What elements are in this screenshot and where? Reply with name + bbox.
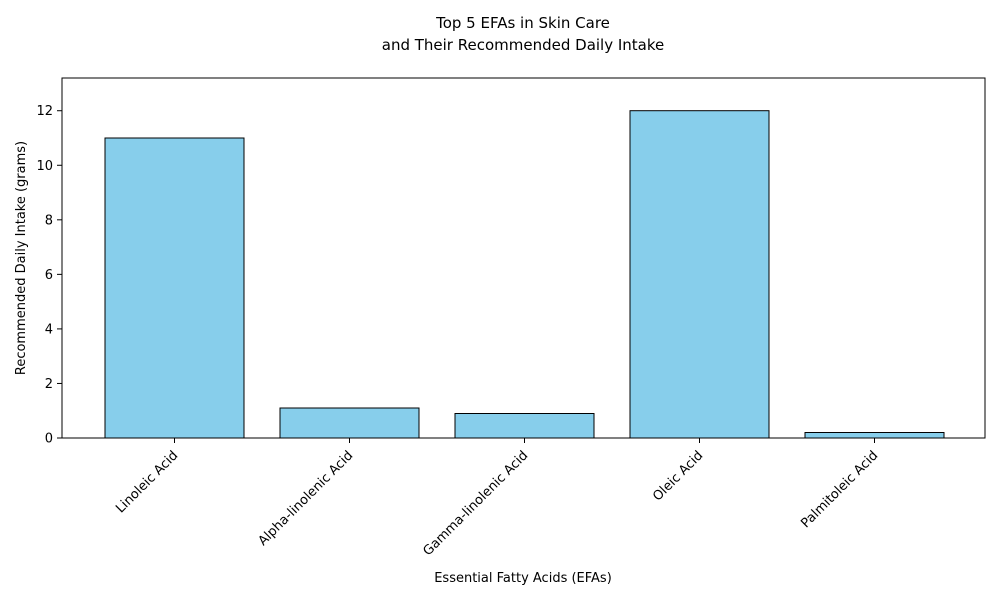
bar-alpha-linolenic-acid	[279, 407, 420, 439]
y-tick-label: 2	[45, 377, 53, 392]
y-tick-label: 4	[45, 322, 53, 337]
x-axis-label: Essential Fatty Acids (EFAs)	[434, 571, 612, 586]
x-tick-label: Oleic Acid	[650, 448, 706, 504]
y-tick-label: 6	[45, 268, 53, 283]
y-axis-label: Recommended Daily Intake (grams)	[14, 141, 29, 375]
y-tick-label: 8	[45, 213, 53, 228]
x-axis-ticks: Linoleic Acid Alpha-linolenic Acid Gamma-l…	[113, 438, 881, 559]
x-tick-label: Linoleic Acid	[113, 448, 181, 516]
chart-title-line-1: Top 5 EFAs in Skin Care	[435, 14, 610, 32]
x-tick-label: Palmitoleic Acid	[798, 448, 881, 531]
bar-oleic-acid	[629, 110, 770, 439]
y-tick-label: 12	[36, 104, 53, 119]
chart-title-line-2: and Their Recommended Daily Intake	[382, 36, 665, 54]
y-tick-label: 0	[45, 432, 53, 447]
bar-gamma-linolenic-acid	[454, 413, 595, 439]
bar-linoleic-acid	[104, 137, 245, 439]
y-tick-label: 10	[36, 159, 53, 174]
bar-palmitoleic-acid	[804, 432, 945, 439]
plot-frame	[61, 77, 986, 439]
y-axis-ticks: 0 2 4 6 8 10 12	[36, 104, 62, 447]
bars-group	[104, 110, 945, 439]
x-tick-label: Gamma-linolenic Acid	[420, 448, 531, 559]
x-tick-label: Alpha-linolenic Acid	[256, 448, 357, 549]
